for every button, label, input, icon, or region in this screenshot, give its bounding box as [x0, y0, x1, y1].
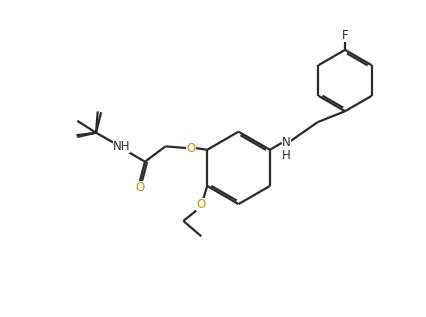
Text: H: H — [282, 149, 291, 162]
Text: NH: NH — [113, 140, 130, 153]
Text: F: F — [342, 29, 348, 42]
Text: N: N — [282, 136, 291, 149]
Text: O: O — [197, 198, 206, 211]
Text: O: O — [135, 181, 144, 194]
Text: O: O — [187, 142, 196, 155]
